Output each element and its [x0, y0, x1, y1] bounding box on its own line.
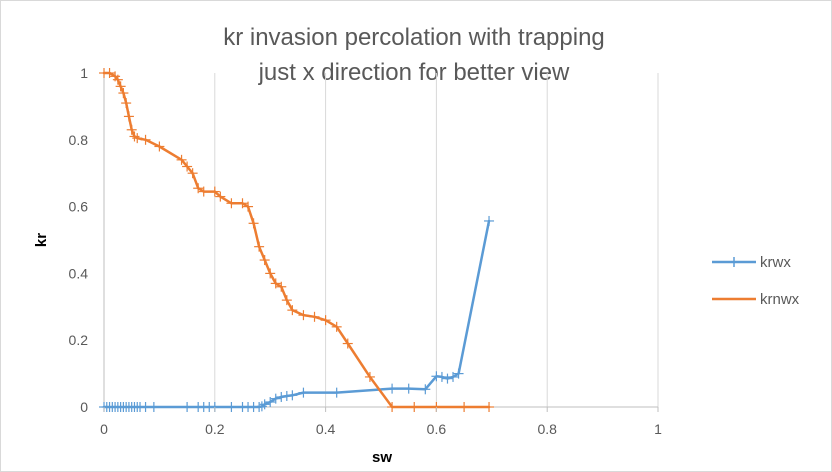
- data-point-krnwx: [118, 88, 129, 99]
- data-point-krnwx: [259, 255, 270, 266]
- data-point-krnwx: [320, 315, 331, 326]
- y-tick-label: 0.8: [69, 132, 89, 148]
- data-point-krwx: [265, 396, 276, 407]
- data-point-krwx: [298, 387, 309, 398]
- data-point-krnwx: [331, 321, 342, 332]
- data-point-krwx: [484, 215, 495, 226]
- grid-layer: [214, 73, 659, 407]
- legend-label-krnwx: krnwx: [760, 291, 800, 308]
- data-point-krwx: [287, 390, 298, 401]
- data-point-krnwx: [209, 186, 220, 197]
- data-point-krnwx: [198, 186, 209, 197]
- series-layer: [99, 68, 495, 412]
- y-tick-label: 0.4: [69, 265, 89, 281]
- data-point-krnwx: [132, 133, 143, 144]
- data-point-krnwx: [121, 98, 132, 109]
- y-tick-label: 0.2: [69, 332, 89, 348]
- chart-title: kr invasion percolation with trapping: [223, 24, 605, 51]
- data-point-krnwx: [270, 278, 281, 289]
- data-point-krwx: [436, 371, 447, 382]
- data-point-krnwx: [112, 74, 123, 85]
- data-point-krnwx: [364, 371, 375, 382]
- x-tick-label: 0: [100, 421, 108, 437]
- legend-label-krwx: krwx: [760, 254, 791, 271]
- y-tick-label: 1: [80, 65, 88, 81]
- data-point-krwx: [448, 371, 459, 382]
- data-point-krnwx: [126, 124, 137, 135]
- data-point-krnwx: [140, 134, 151, 145]
- data-point-krwx: [387, 383, 398, 394]
- data-point-krnwx: [298, 310, 309, 321]
- data-point-krnwx: [459, 402, 470, 412]
- data-point-krnwx: [104, 68, 115, 78]
- legend: krwx krnwx: [712, 254, 800, 308]
- x-axis-title: sw: [372, 449, 392, 466]
- x-tick-label: 0.2: [205, 421, 225, 437]
- data-point-krwx: [420, 384, 431, 395]
- data-point-krnwx: [193, 183, 204, 194]
- data-point-krnwx: [281, 295, 292, 306]
- data-point-krnwx: [287, 305, 298, 316]
- data-point-krwx: [182, 402, 193, 412]
- data-point-krwx: [403, 383, 414, 394]
- data-point-krnwx: [409, 402, 420, 412]
- data-point-krwx: [276, 391, 287, 402]
- data-point-krnwx: [176, 154, 187, 165]
- data-point-krnwx: [215, 191, 226, 202]
- data-point-krnwx: [123, 111, 134, 122]
- data-point-krnwx: [387, 402, 398, 412]
- data-point-krnwx: [248, 218, 259, 229]
- data-point-krnwx: [276, 281, 287, 292]
- y-tick-label: 0.6: [69, 199, 89, 215]
- tick-layer: 0 0.2 0.4 0.6 0.8 1 0 0.2 0.4 0.6 0.8 1: [69, 65, 663, 437]
- data-point-krwx: [331, 387, 342, 398]
- y-tick-label: 0: [80, 399, 88, 415]
- data-point-krwx: [281, 390, 292, 401]
- data-point-krwx: [226, 402, 237, 412]
- axis-layer: [103, 73, 658, 408]
- data-point-krnwx: [254, 241, 265, 252]
- data-point-krnwx: [187, 168, 198, 179]
- data-point-krnwx: [182, 161, 193, 172]
- data-point-krnwx: [342, 338, 353, 349]
- x-tick-label: 0.4: [316, 421, 336, 437]
- data-point-krnwx: [154, 141, 165, 152]
- data-point-krnwx: [129, 131, 140, 142]
- x-tick-label: 0.6: [427, 421, 447, 437]
- data-point-krwx: [148, 402, 159, 412]
- y-axis-title: kr: [33, 233, 50, 247]
- series-line-krnwx: [102, 71, 491, 409]
- data-point-krnwx: [115, 81, 126, 92]
- data-point-krwx: [431, 371, 442, 382]
- chart-subtitle: just x direction for better view: [258, 59, 570, 86]
- data-point-krnwx: [484, 402, 495, 412]
- data-point-krnwx: [309, 311, 320, 322]
- x-tick-label: 0.8: [537, 421, 557, 437]
- data-point-krnwx: [226, 198, 237, 209]
- data-point-krnwx: [237, 198, 248, 209]
- data-point-krnwx: [265, 268, 276, 279]
- data-point-krwx: [270, 393, 281, 404]
- data-point-krwx: [259, 399, 270, 410]
- series-line-krwx: [102, 219, 491, 409]
- data-point-krwx: [254, 402, 265, 412]
- data-point-krwx: [453, 368, 464, 379]
- data-point-krwx: [442, 373, 453, 384]
- data-point-krnwx: [243, 201, 254, 212]
- x-tick-label: 1: [654, 421, 662, 437]
